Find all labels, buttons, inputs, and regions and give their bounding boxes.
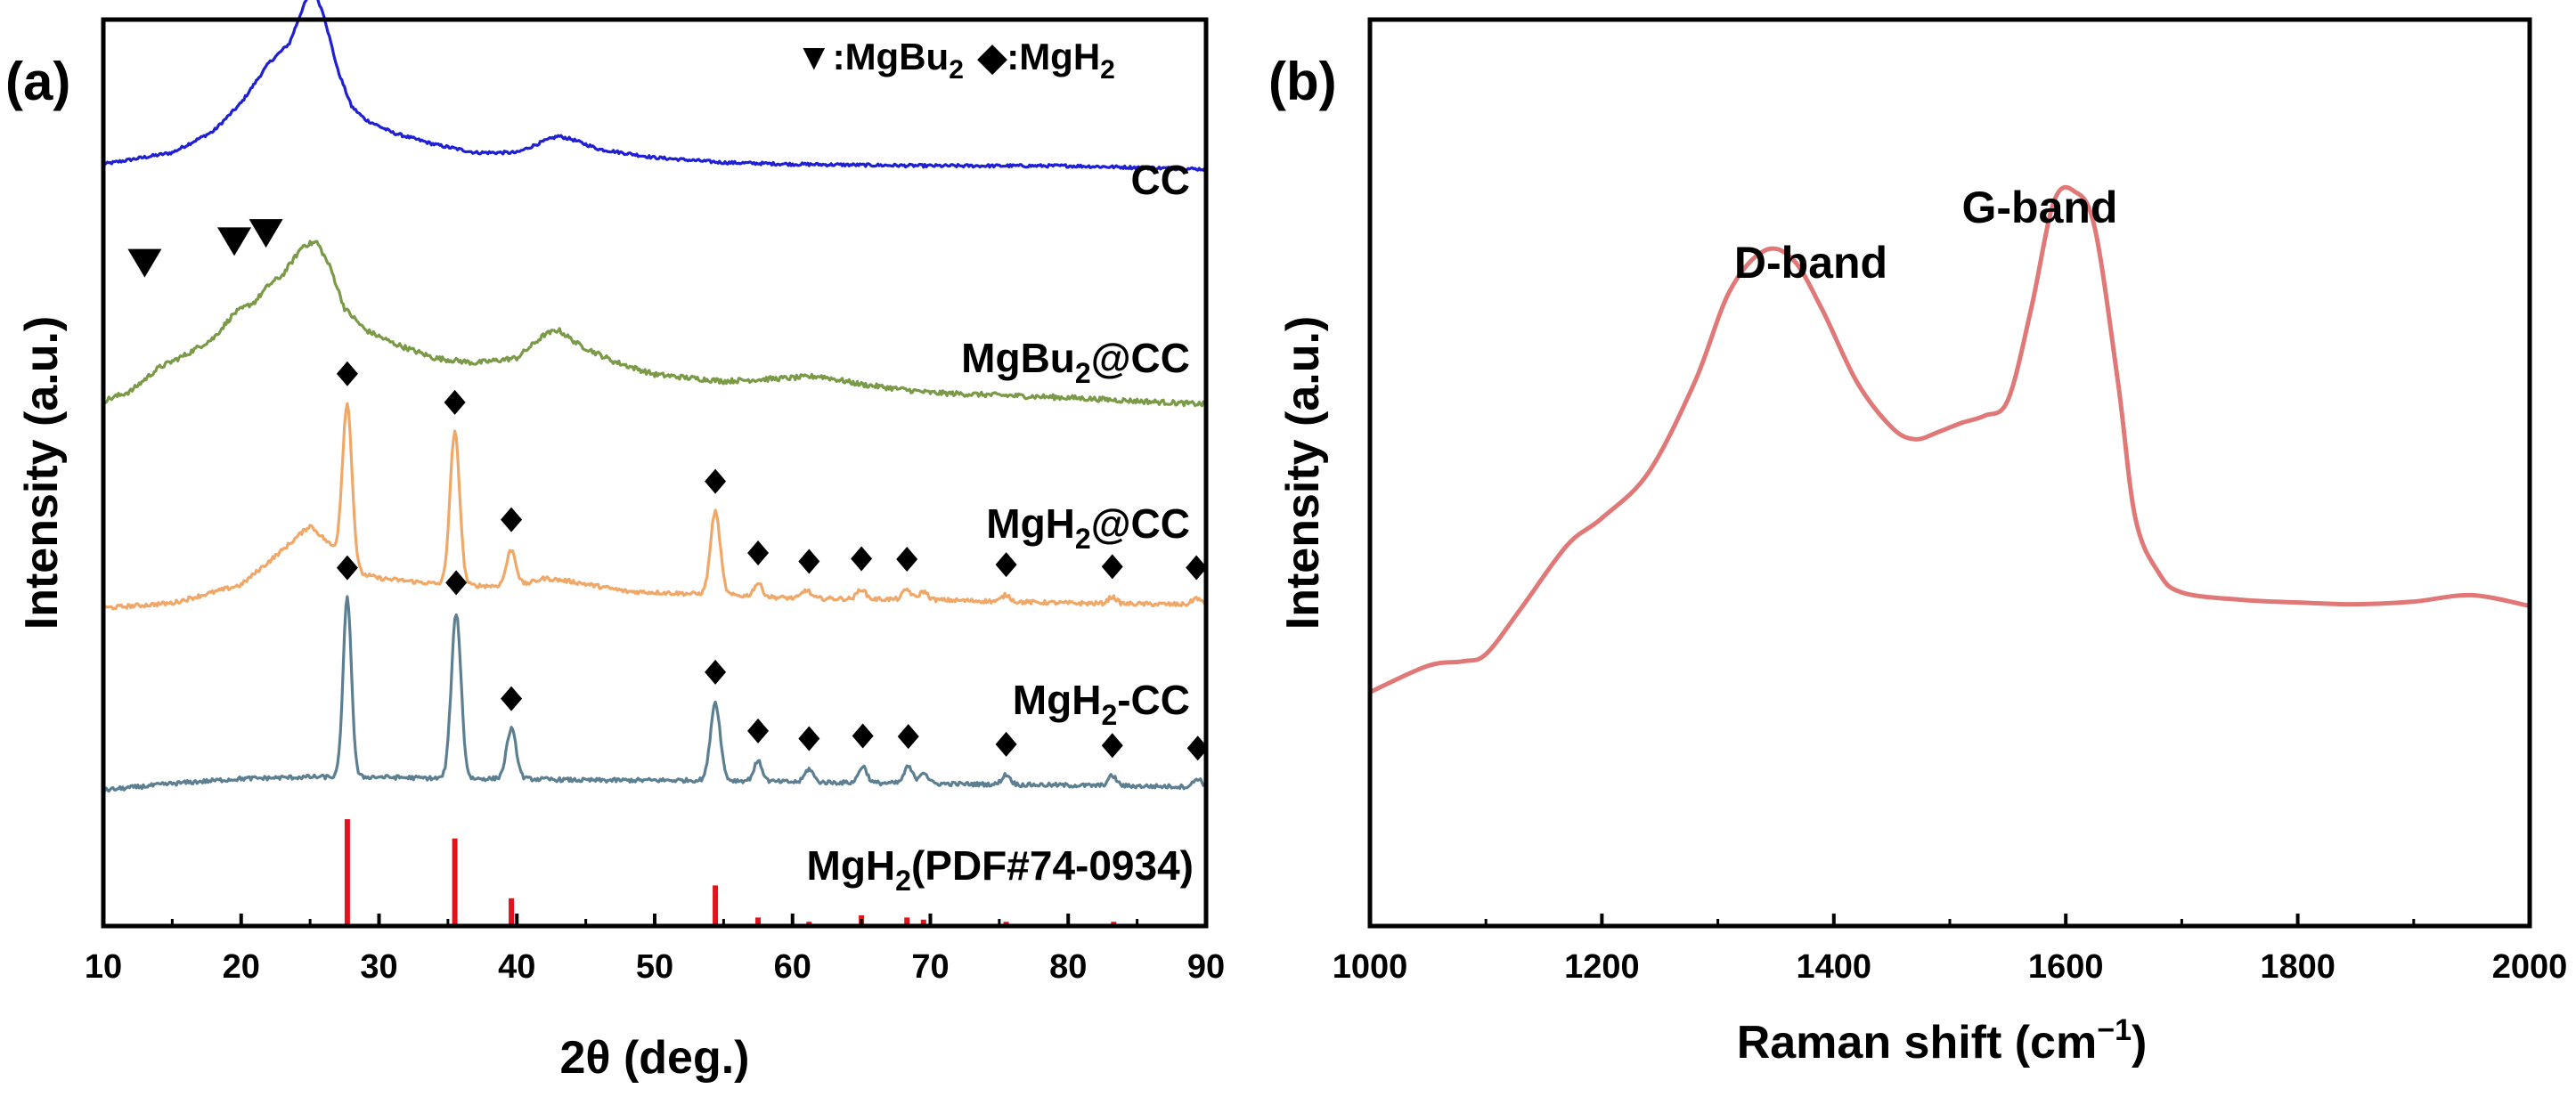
legend-mgh-text: :MgH bbox=[1007, 36, 1100, 77]
x-tick-label: 1000 bbox=[1333, 948, 1408, 986]
x-tick-label: 30 bbox=[360, 948, 397, 986]
mgh-diamond-marker bbox=[1101, 554, 1123, 580]
x-tick-label: 10 bbox=[85, 948, 122, 986]
svg-text:▼:MgBu2◆:MgH2: ▼:MgBu2 ◆:MgH2 bbox=[795, 36, 1115, 85]
legend-triangle-icon: ▼ bbox=[795, 36, 833, 77]
panel-b-y-axis-title: Intensity (a.u.) bbox=[1277, 316, 1329, 630]
mgh-diamond-marker bbox=[897, 724, 919, 750]
series-line-0 bbox=[102, 0, 1207, 172]
series-label-pdf-reference: MgH2(PDF#74-0934) bbox=[807, 842, 1194, 897]
x-tick-label: 2000 bbox=[2492, 948, 2568, 986]
panel-b-plot: 1000 1200 1400 1600 1800 2000 bbox=[1333, 17, 2568, 986]
mgh-diamond-marker bbox=[1186, 735, 1209, 761]
x-tick-label: 40 bbox=[498, 948, 535, 986]
series-line-1 bbox=[102, 240, 1207, 408]
panel-b-label: (b) bbox=[1268, 52, 1337, 111]
x-tick-label: 20 bbox=[223, 948, 260, 986]
legend-mgbu-subscript: 2 bbox=[949, 55, 964, 85]
mgh-diamond-marker bbox=[747, 540, 770, 565]
mgh-diamond-marker bbox=[1186, 555, 1208, 581]
mgh-diamond-marker bbox=[705, 468, 727, 494]
legend-mgh-subscript: 2 bbox=[1100, 55, 1115, 85]
mgbu-triangle-marker bbox=[249, 219, 283, 248]
mgh-diamond-marker bbox=[445, 570, 468, 596]
mgh-diamond-marker bbox=[444, 389, 466, 415]
panel-a-x-axis-title: 2θ (deg.) bbox=[559, 1032, 749, 1084]
series-label-mgbu-cc: MgBu2@CC bbox=[961, 335, 1190, 389]
mgh-diamond-marker bbox=[798, 548, 820, 574]
series-label-mgh-dash-cc: MgH2-CC bbox=[1013, 677, 1190, 731]
panel-a-label: (a) bbox=[5, 52, 70, 111]
series-label-cc: CC bbox=[1131, 157, 1190, 203]
x-tick-label: 50 bbox=[636, 948, 673, 986]
mgbu-triangle-marker bbox=[127, 248, 162, 278]
mgh-diamond-marker bbox=[705, 659, 727, 685]
mgh-diamond-marker bbox=[995, 731, 1017, 757]
series-line-3 bbox=[102, 595, 1207, 793]
mgh-diamond-marker bbox=[336, 555, 358, 581]
mgh-diamond-marker bbox=[501, 686, 523, 711]
x-tick-label: 70 bbox=[911, 948, 949, 986]
x-tick-label: 1800 bbox=[2260, 948, 2336, 986]
panel-b-x-axis-title: Raman shift (cm−1) bbox=[1737, 1013, 2148, 1069]
mgh-diamond-marker bbox=[852, 723, 874, 749]
d-band-label: D-band bbox=[1734, 238, 1887, 288]
mgbu-triangle-marker bbox=[217, 227, 252, 256]
panel-a-legend: ▼:MgBu2 ◆:MgH2 bbox=[795, 36, 1115, 85]
mgh-diamond-marker bbox=[798, 726, 820, 752]
mgh-diamond-marker bbox=[501, 507, 523, 532]
x-tick-label: 1200 bbox=[1564, 948, 1640, 986]
mgh-diamond-marker bbox=[851, 546, 873, 572]
x-tick-label: 1400 bbox=[1797, 948, 1872, 986]
panel-b-frame bbox=[1367, 17, 2532, 929]
legend-mgbu-text: :MgBu bbox=[833, 36, 950, 77]
mgh-diamond-marker bbox=[995, 552, 1017, 578]
mgh-diamond-marker bbox=[747, 718, 770, 744]
mgh-diamond-marker bbox=[336, 361, 358, 386]
legend-diamond-icon: ◆ bbox=[977, 36, 1008, 77]
x-tick-label: 60 bbox=[774, 948, 811, 986]
x-tick-label: 1600 bbox=[2028, 948, 2104, 986]
panel-a-plot: 10 20 30 40 50 60 70 80 90 bbox=[85, 0, 1225, 986]
panel-a-y-axis-title: Intensity (a.u.) bbox=[16, 316, 68, 630]
raman-spectrum-line bbox=[1368, 184, 2531, 695]
x-tick-label: 90 bbox=[1187, 948, 1225, 986]
mgh-diamond-marker bbox=[896, 547, 918, 573]
x-tick-label: 80 bbox=[1049, 948, 1087, 986]
g-band-label: G-band bbox=[1962, 183, 2118, 232]
series-line-2 bbox=[102, 402, 1207, 611]
series-label-mgh-at-cc: MgH2@CC bbox=[986, 500, 1190, 555]
mgh-diamond-marker bbox=[1101, 733, 1123, 759]
